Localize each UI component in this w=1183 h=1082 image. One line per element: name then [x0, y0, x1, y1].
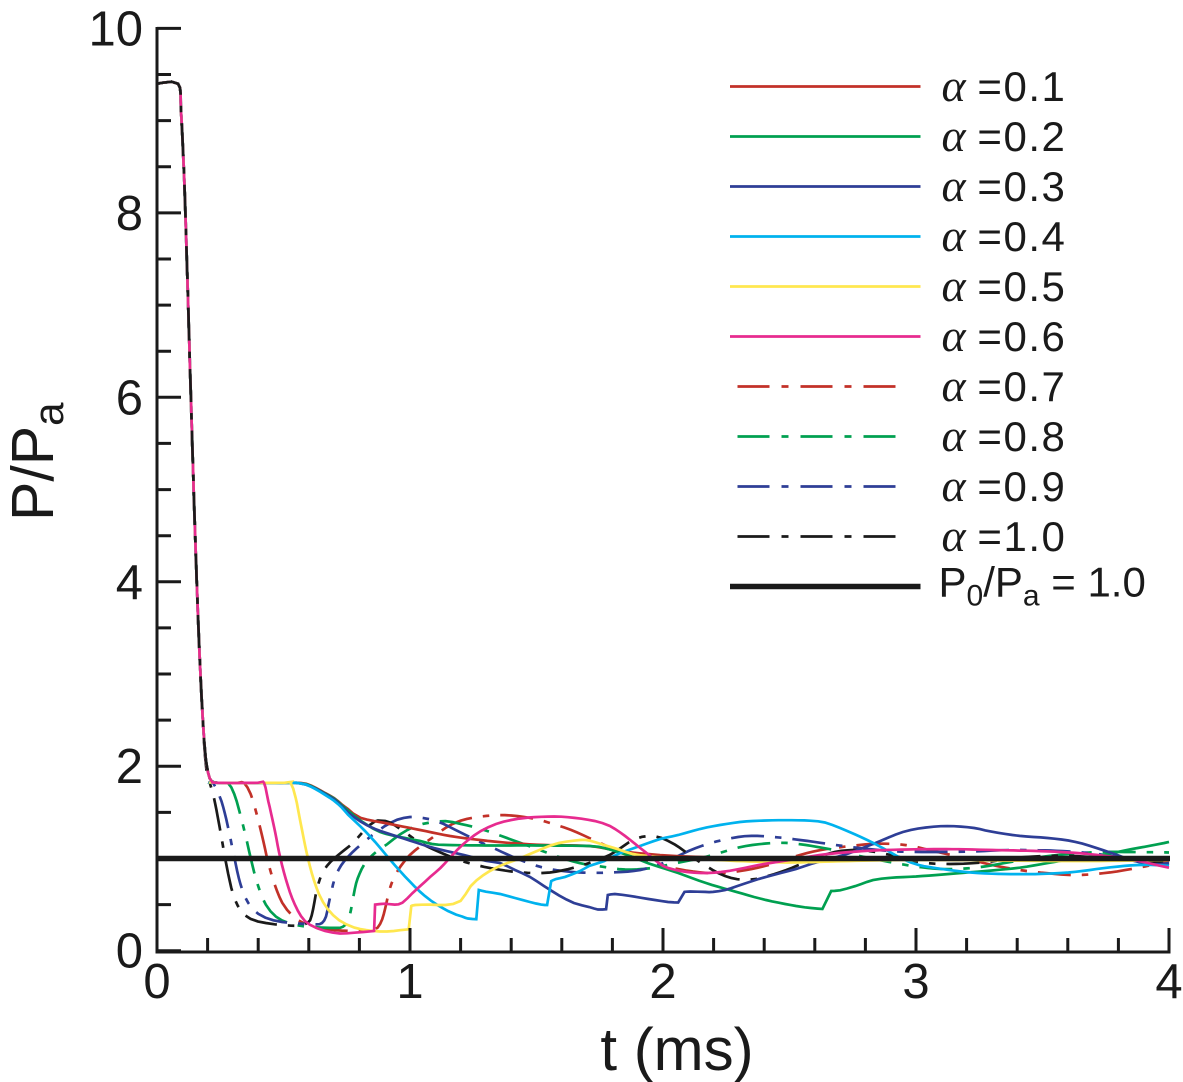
svg-text:α = 0.2: α = 0.2	[942, 110, 1067, 161]
svg-text:10: 10	[88, 2, 143, 56]
svg-text:2: 2	[116, 740, 143, 794]
svg-text:α = 0.9: α = 0.9	[942, 460, 1067, 511]
svg-text:α = 0.5: α = 0.5	[942, 260, 1067, 311]
svg-text:8: 8	[116, 187, 143, 241]
svg-text:α = 0.8: α = 0.8	[942, 410, 1067, 461]
svg-text:t (ms): t (ms)	[600, 1016, 753, 1082]
svg-text:α = 0.7: α = 0.7	[942, 360, 1067, 411]
svg-text:α = 0.3: α = 0.3	[942, 160, 1067, 211]
svg-text:6: 6	[116, 371, 143, 425]
svg-text:α = 0.6: α = 0.6	[942, 310, 1067, 361]
svg-text:1: 1	[396, 955, 423, 1009]
svg-text:4: 4	[116, 556, 143, 610]
svg-text:3: 3	[902, 955, 929, 1009]
svg-text:P0/Pa = 1.0: P0/Pa = 1.0	[939, 559, 1146, 613]
svg-text:α = 0.1: α = 0.1	[942, 60, 1067, 111]
svg-text:0: 0	[143, 955, 170, 1009]
svg-text:α = 1.0: α = 1.0	[942, 510, 1067, 561]
svg-text:α = 0.4: α = 0.4	[942, 210, 1067, 261]
svg-text:2: 2	[649, 955, 676, 1009]
svg-text:4: 4	[1155, 955, 1182, 1009]
svg-text:0: 0	[116, 925, 143, 979]
